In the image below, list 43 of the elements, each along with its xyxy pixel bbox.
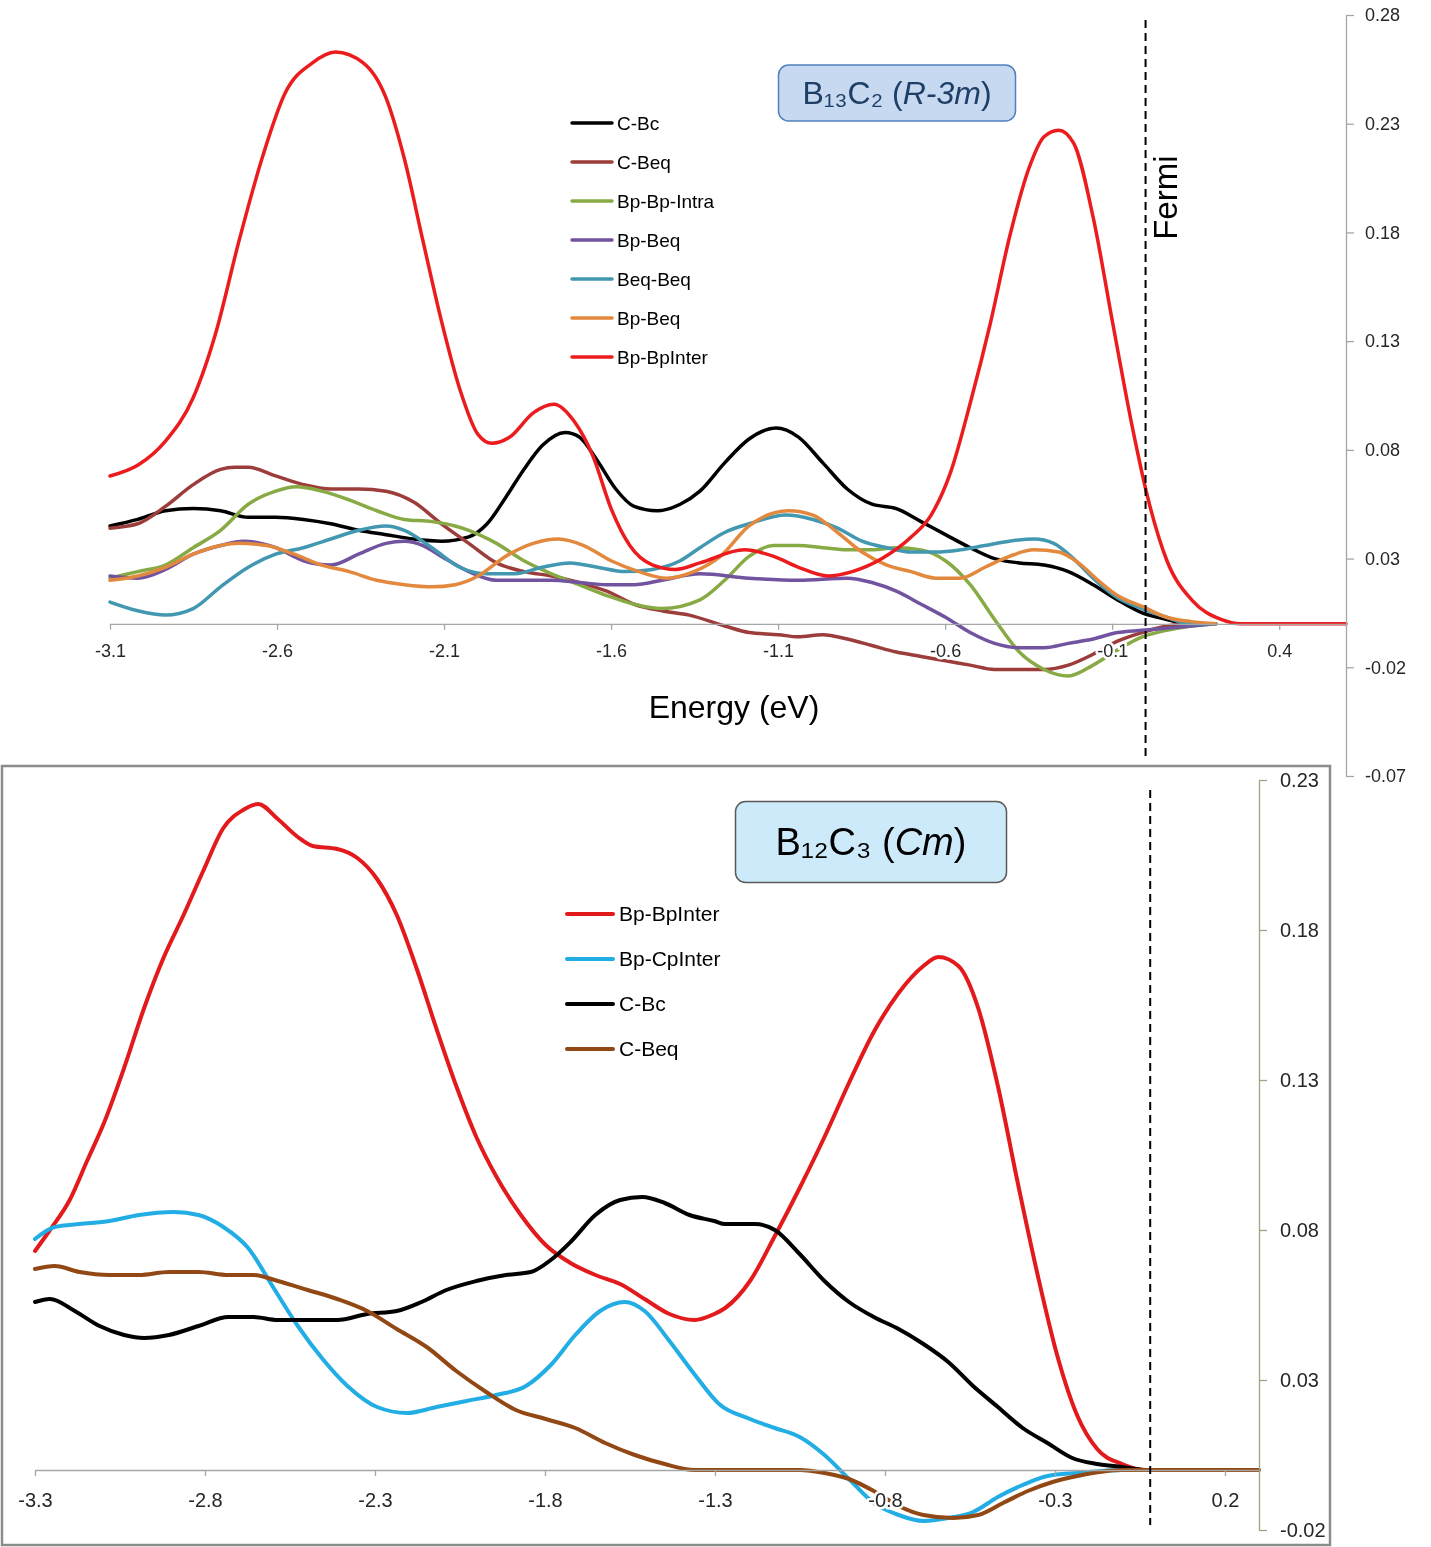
x-tick-label: -2.6 bbox=[262, 640, 294, 661]
ref-line-label: Fermi bbox=[1146, 155, 1184, 240]
y-tick-label: 0.18 bbox=[1280, 918, 1319, 941]
x-tick-label: -3.1 bbox=[94, 640, 127, 661]
legend-label: Bp-BpInter bbox=[617, 346, 709, 368]
x-tick-label: -1.6 bbox=[596, 640, 628, 661]
x-tick-label: 0.2 bbox=[1211, 1489, 1240, 1512]
legend-label: Beq-Beq bbox=[617, 268, 691, 290]
y-tick-label: 0.23 bbox=[1280, 768, 1319, 791]
y-tick-label: -0.07 bbox=[1365, 766, 1407, 787]
legend-label: Bp-BpInter bbox=[619, 902, 720, 926]
y-tick-label: -0.02 bbox=[1365, 657, 1407, 678]
y-tick-label: 0.13 bbox=[1280, 1068, 1319, 1091]
legend-label: C-Bc bbox=[617, 112, 660, 134]
y-tick-label: -0.02 bbox=[1280, 1518, 1326, 1541]
y-tick-label: 0.08 bbox=[1365, 440, 1401, 461]
y-tick-label: 0.18 bbox=[1365, 222, 1401, 243]
y-tick-label: 0.28 bbox=[1365, 5, 1401, 26]
legend-label: Bp-Beq bbox=[617, 307, 681, 329]
legend-label: C-Beq bbox=[617, 151, 671, 173]
x-tick-label: 0.4 bbox=[1267, 640, 1293, 661]
legend-label: Bp-CpInter bbox=[619, 947, 721, 971]
y-tick-label: 0.03 bbox=[1365, 548, 1401, 569]
x-tick-label: -2.8 bbox=[188, 1489, 223, 1512]
y-tick-label: 0.03 bbox=[1280, 1368, 1319, 1391]
legend-label: C-Bc bbox=[619, 992, 666, 1016]
x-tick-label: -2.1 bbox=[429, 640, 461, 661]
x-tick-label: -3.3 bbox=[18, 1489, 53, 1512]
legend-label: Bp-Beq bbox=[617, 229, 681, 251]
legend-label: Bp-Bp-Intra bbox=[617, 190, 715, 212]
y-tick-label: 0.23 bbox=[1365, 113, 1401, 134]
legend-label: C-Beq bbox=[619, 1037, 679, 1061]
x-axis-title: Energy (eV) bbox=[648, 689, 820, 725]
x-tick-label: -1.8 bbox=[528, 1489, 563, 1512]
text: B₁₃C₂ (R-3m) bbox=[802, 75, 992, 112]
y-tick-label: 0.08 bbox=[1280, 1218, 1319, 1241]
y-tick-label: 0.13 bbox=[1365, 331, 1401, 352]
x-tick-label: -0.6 bbox=[930, 640, 962, 661]
x-tick-label: -1.3 bbox=[698, 1489, 733, 1512]
text: B₁₂C₃ (Cm) bbox=[775, 821, 967, 864]
x-tick-label: -1.1 bbox=[763, 640, 795, 661]
x-tick-label: -0.3 bbox=[1038, 1489, 1073, 1512]
x-tick-label: -2.3 bbox=[358, 1489, 393, 1512]
